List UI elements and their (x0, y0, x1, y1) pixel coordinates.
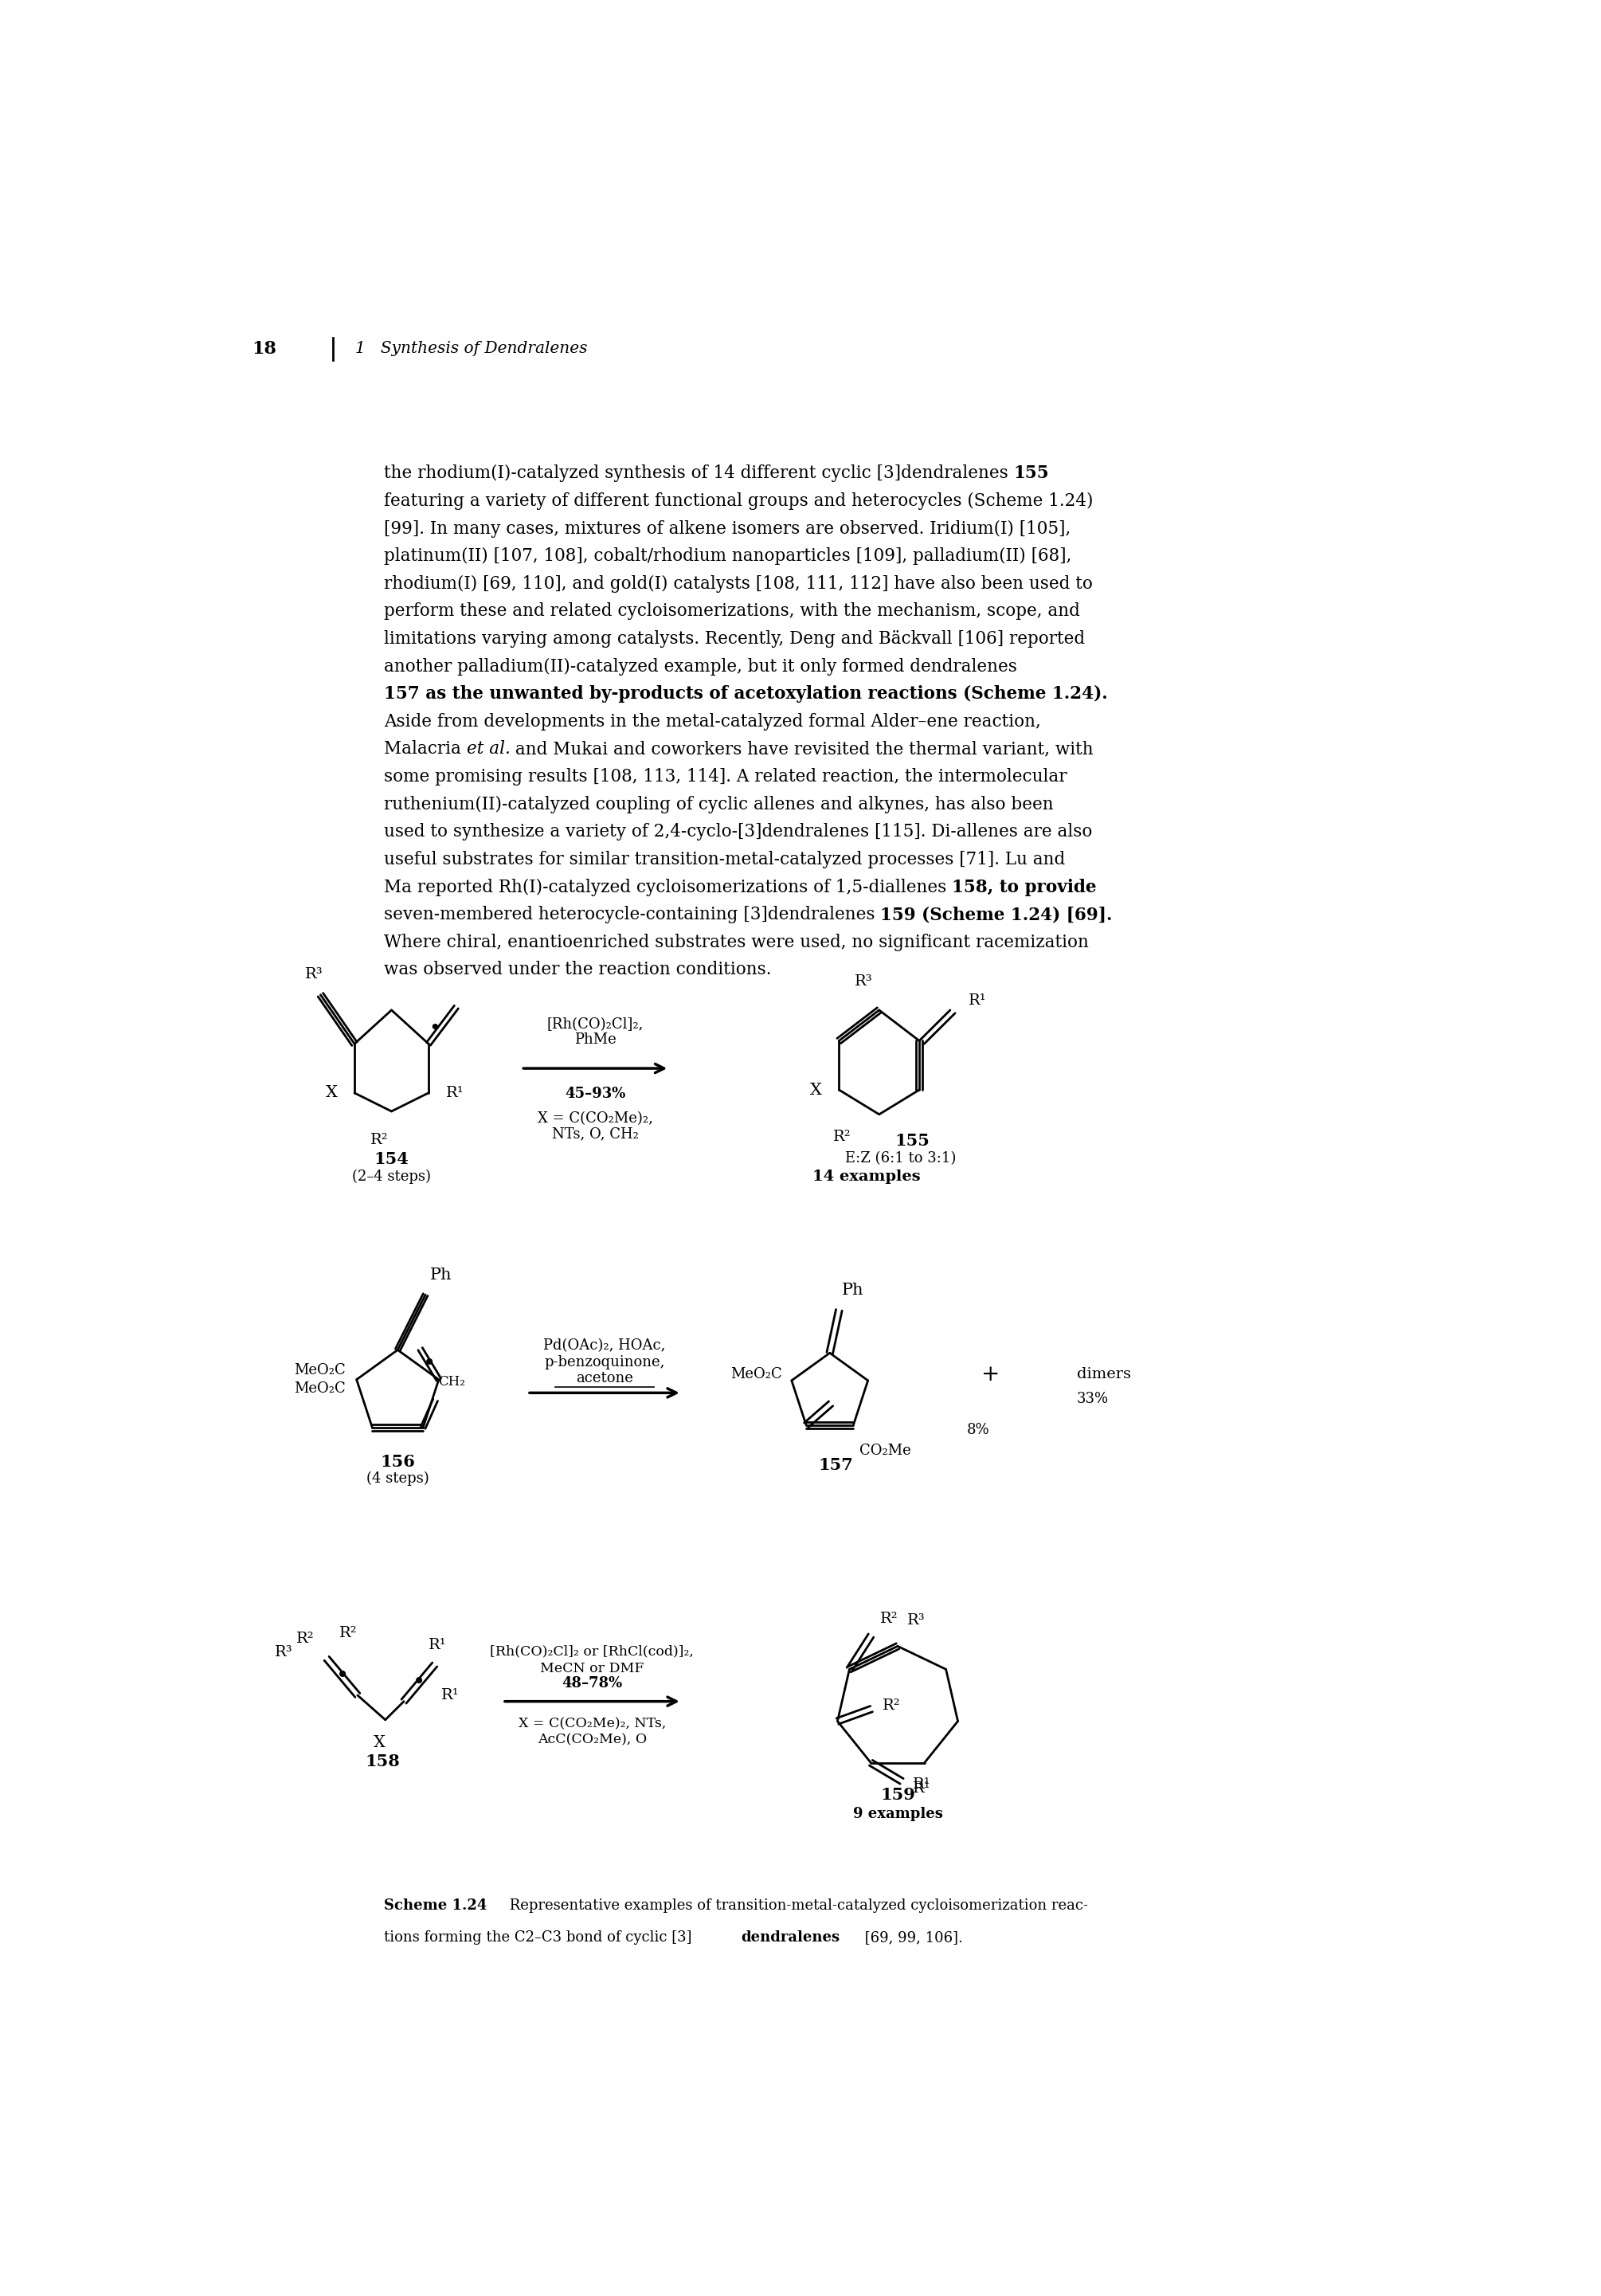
Text: tions forming the C2–C3 bond of cyclic [3]: tions forming the C2–C3 bond of cyclic [… (384, 1931, 692, 1945)
Text: E:Z (6:1 to 3:1): E:Z (6:1 to 3:1) (845, 1150, 956, 1166)
Text: 157 as the unwanted by-products of acetoxylation reactions (Scheme 1.24).: 157 as the unwanted by-products of aceto… (384, 684, 1108, 703)
Text: CO₂Me: CO₂Me (860, 1444, 911, 1458)
Text: R²: R² (296, 1632, 314, 1646)
Text: Ph: Ph (431, 1267, 453, 1283)
Text: X: X (373, 1736, 386, 1750)
Text: rhodium(I) [69, 110], and gold(I) catalysts [108, 111, 112] have also been used : rhodium(I) [69, 110], and gold(I) cataly… (384, 574, 1092, 592)
Text: perform these and related cycloisomerizations, with the mechanism, scope, and: perform these and related cycloisomeriza… (384, 602, 1079, 620)
Text: PhMe: PhMe (575, 1033, 616, 1047)
Text: Ma reported Rh(I)-catalyzed cycloisomerizations of 1,5-diallenes: Ma reported Rh(I)-catalyzed cycloisomeri… (384, 879, 951, 895)
Text: 155: 155 (895, 1132, 930, 1148)
Text: R¹: R¹ (913, 1777, 930, 1791)
Text: Aside from developments in the metal-catalyzed formal Alder–ene reaction,: Aside from developments in the metal-cat… (384, 712, 1041, 730)
Text: 45–93%: 45–93% (565, 1086, 626, 1102)
Text: limitations varying among catalysts. Recently, Deng and Bäckvall [106] reported: limitations varying among catalysts. Rec… (384, 629, 1085, 647)
Text: dimers: dimers (1077, 1368, 1130, 1382)
Text: X = C(CO₂Me)₂, NTs,: X = C(CO₂Me)₂, NTs, (519, 1717, 666, 1731)
Text: Representative examples of transition-metal-catalyzed cycloisomerization reac-: Representative examples of transition-me… (506, 1899, 1089, 1913)
Text: 14 examples: 14 examples (813, 1169, 921, 1185)
Text: was observed under the reaction conditions.: was observed under the reaction conditio… (384, 962, 772, 978)
Text: 159 (Scheme 1.24) [69].: 159 (Scheme 1.24) [69]. (881, 907, 1113, 923)
Text: [69, 99, 106].: [69, 99, 106]. (860, 1931, 962, 1945)
Text: [Rh(CO)₂Cl]₂,: [Rh(CO)₂Cl]₂, (548, 1017, 644, 1031)
Text: R¹: R¹ (445, 1086, 464, 1100)
Text: [Rh(CO)₂Cl]₂ or [RhCl(cod)]₂,: [Rh(CO)₂Cl]₂ or [RhCl(cod)]₂, (490, 1644, 693, 1658)
Text: Pd(OAc)₂, HOAc,: Pd(OAc)₂, HOAc, (543, 1339, 666, 1352)
Text: used to synthesize a variety of 2,4-cyclo-[3]dendralenes [115]. Di-allenes are a: used to synthesize a variety of 2,4-cycl… (384, 824, 1092, 840)
Text: •: • (429, 1019, 440, 1038)
Text: acetone: acetone (576, 1371, 632, 1384)
Text: CH₂: CH₂ (439, 1375, 466, 1389)
Text: (4 steps): (4 steps) (367, 1472, 429, 1486)
Text: R³: R³ (275, 1646, 293, 1660)
Text: X: X (325, 1086, 338, 1100)
Text: 155: 155 (1013, 464, 1049, 482)
Text: R¹: R¹ (913, 1782, 930, 1795)
Text: R²: R² (370, 1132, 387, 1148)
Text: 18: 18 (253, 340, 277, 358)
Text: and Mukai and coworkers have revisited the thermal variant, with: and Mukai and coworkers have revisited t… (511, 742, 1093, 758)
Text: platinum(II) [107, 108], cobalt/rhodium nanoparticles [109], palladium(II) [68],: platinum(II) [107, 108], cobalt/rhodium … (384, 546, 1071, 565)
Text: 158, to provide: 158, to provide (951, 879, 1097, 895)
Text: R¹: R¹ (440, 1688, 459, 1701)
Text: 156: 156 (379, 1453, 415, 1469)
Text: (2–4 steps): (2–4 steps) (352, 1169, 431, 1185)
Text: 33%: 33% (1077, 1391, 1108, 1405)
Text: MeO₂C: MeO₂C (295, 1364, 346, 1378)
Text: MeO₂C: MeO₂C (295, 1382, 346, 1396)
Text: Scheme 1.24: Scheme 1.24 (384, 1899, 487, 1913)
Text: •: • (413, 1671, 426, 1694)
Text: the rhodium(I)-catalyzed synthesis of 14 different cyclic [3]dendralenes: the rhodium(I)-catalyzed synthesis of 14… (384, 464, 1013, 482)
Text: Where chiral, enantioenriched substrates were used, no significant racemization: Where chiral, enantioenriched substrates… (384, 934, 1089, 951)
Text: •: • (423, 1352, 435, 1375)
Text: R³: R³ (855, 974, 873, 990)
Text: 8%: 8% (967, 1424, 989, 1437)
Text: 158: 158 (365, 1754, 400, 1770)
Text: NTs, O, CH₂: NTs, O, CH₂ (552, 1127, 639, 1141)
Text: AcC(CO₂Me), O: AcC(CO₂Me), O (538, 1733, 647, 1747)
Text: X: X (810, 1081, 821, 1097)
Text: 154: 154 (375, 1150, 408, 1166)
Text: [99]. In many cases, mixtures of alkene isomers are observed. Iridium(I) [105],: [99]. In many cases, mixtures of alkene … (384, 519, 1071, 537)
Text: R²: R² (882, 1699, 901, 1713)
Text: 159: 159 (881, 1786, 916, 1802)
Text: X = C(CO₂Me)₂,: X = C(CO₂Me)₂, (538, 1111, 653, 1125)
Text: ruthenium(II)-catalyzed coupling of cyclic allenes and alkynes, has also been: ruthenium(II)-catalyzed coupling of cycl… (384, 797, 1053, 813)
Text: R³: R³ (906, 1614, 925, 1628)
Text: p-benzoquinone,: p-benzoquinone, (544, 1355, 664, 1368)
Text: 9 examples: 9 examples (853, 1807, 943, 1821)
Text: Malacria: Malacria (384, 742, 466, 758)
Text: featuring a variety of different functional groups and heterocycles (Scheme 1.24: featuring a variety of different functio… (384, 491, 1093, 510)
Text: MeCN or DMF: MeCN or DMF (540, 1662, 644, 1676)
Text: R¹: R¹ (969, 994, 986, 1008)
Text: et al.: et al. (466, 742, 511, 758)
Text: seven-membered heterocycle-containing [3]dendralenes: seven-membered heterocycle-containing [3… (384, 907, 881, 923)
Text: MeO₂C: MeO₂C (730, 1366, 783, 1382)
Text: 48–78%: 48–78% (562, 1676, 623, 1690)
Text: •: • (336, 1667, 349, 1688)
Text: some promising results [108, 113, 114]. A related reaction, the intermolecular: some promising results [108, 113, 114]. … (384, 769, 1066, 785)
Text: Ph: Ph (842, 1283, 865, 1297)
Text: +: + (981, 1364, 999, 1384)
Text: R²: R² (339, 1626, 357, 1639)
Text: R²: R² (834, 1130, 852, 1143)
Text: another palladium(II)-catalyzed example, but it only formed dendralenes: another palladium(II)-catalyzed example,… (384, 657, 1017, 675)
Text: 157: 157 (818, 1458, 853, 1474)
Text: R³: R³ (306, 967, 323, 980)
Text: 1   Synthesis of Dendralenes: 1 Synthesis of Dendralenes (355, 342, 588, 356)
Text: R²: R² (881, 1612, 898, 1626)
Text: R¹: R¹ (429, 1637, 447, 1653)
Text: useful substrates for similar transition-metal-catalyzed processes [71]. Lu and: useful substrates for similar transition… (384, 852, 1065, 868)
Text: dendralenes: dendralenes (741, 1931, 841, 1945)
